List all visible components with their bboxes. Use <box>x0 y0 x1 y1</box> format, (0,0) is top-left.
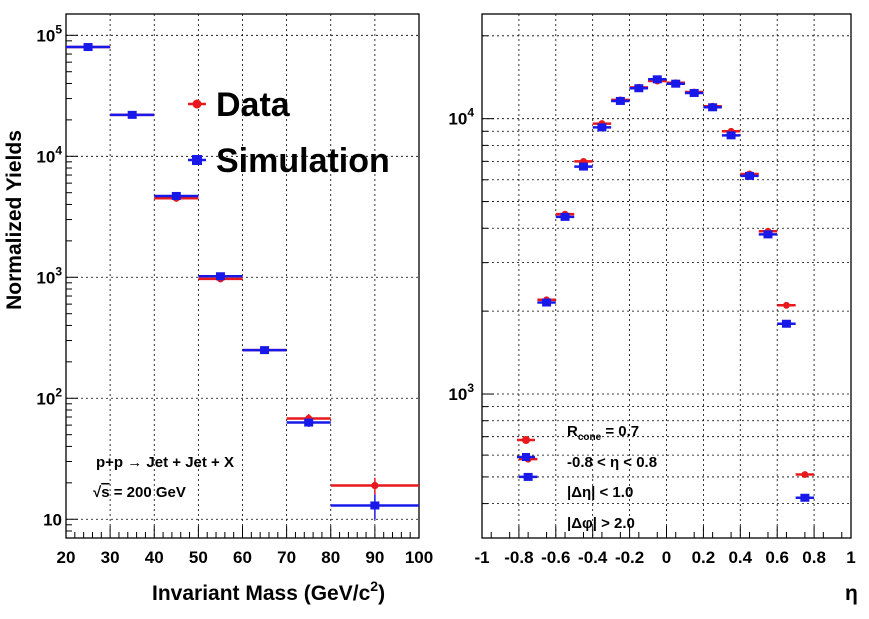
energy-annotation: √s = 200 GeV <box>93 484 186 501</box>
right-x-tick-label: 0 <box>662 548 671 567</box>
rcone-sub: cone <box>578 432 602 443</box>
sim-point <box>171 191 181 200</box>
right-grid <box>482 14 851 538</box>
eta-sim-point <box>597 123 607 132</box>
eta-sim-point <box>763 230 773 239</box>
left-panel: 20 30 40 50 60 70 80 90 100 10 102 103 104 105 Data S… <box>3 13 433 605</box>
eta-sim-point <box>542 298 552 307</box>
sim-point <box>370 501 380 510</box>
legend-item-data: Data <box>188 86 291 124</box>
left-marks <box>66 43 419 520</box>
right-x-tick-label: -0.6 <box>541 548 570 567</box>
right-x-tick-label: 0.4 <box>728 548 752 567</box>
legend-sim-marker <box>192 155 202 165</box>
eta-sim-point <box>634 84 644 93</box>
right-x-axis-title: η <box>845 582 858 605</box>
left-ticks <box>65 34 420 538</box>
left-y-tick-label: 104 <box>36 143 62 166</box>
deta-cut-annotation: |Δη| < 1.0 <box>567 484 633 501</box>
left-y-tick-label: 102 <box>36 385 62 408</box>
left-x-tick-label: 80 <box>321 548 340 567</box>
eta-sim-point <box>615 96 625 105</box>
dphi-cut-annotation: |Δφ| > 2.0 <box>567 515 635 532</box>
right-x-tick-label: -0.2 <box>615 548 644 567</box>
right-marks <box>518 75 815 502</box>
right-y-tick-label: 103 <box>448 381 474 404</box>
eta-sim-point <box>708 103 718 112</box>
right-legend <box>517 436 535 461</box>
eta-data-point <box>801 471 809 478</box>
sim-point <box>215 272 225 281</box>
sim-point <box>83 43 93 52</box>
eta-sim-point <box>689 88 699 97</box>
legend-data-label: Data <box>216 86 291 124</box>
left-y-tick-label: 10 <box>43 510 62 529</box>
right-ticks <box>481 35 852 538</box>
legend-sim-label: Simulation <box>216 142 390 180</box>
energy-sqrt: √ <box>93 484 102 501</box>
left-tick-labels: 20 30 40 50 60 70 80 90 100 10 102 103 104 105 <box>36 22 433 567</box>
left-x-tick-label: 90 <box>365 548 384 567</box>
right-tick-labels: -1 -0.8 -0.6 -0.4 -0.2 0 0.2 0.4 0.6 0.8 1 103 104 <box>448 106 855 567</box>
right-x-tick-label: 0.8 <box>802 548 826 567</box>
right-y-tick-label: 104 <box>448 106 474 129</box>
sim-point <box>127 110 137 119</box>
energy-value: = 200 GeV <box>110 484 186 501</box>
rcone-value: = 0.7 <box>601 423 639 440</box>
sim-point <box>304 418 314 427</box>
legend-item-simulation: Simulation <box>188 142 390 180</box>
left-x-tick-label: 70 <box>277 548 296 567</box>
eta-sim-point <box>578 162 588 171</box>
eta-sim-point <box>781 319 791 328</box>
left-x-title-sup: 2 <box>370 578 378 594</box>
eta-sim-point <box>523 472 533 481</box>
rcone-annotation: Rcone = 0.7 <box>567 423 639 443</box>
eta-data-point <box>783 301 790 309</box>
energy-s: s <box>101 484 109 501</box>
left-y-tick-label: 105 <box>36 22 62 45</box>
eta-sim-point <box>652 75 662 84</box>
right-x-tick-label: 0.2 <box>692 548 716 567</box>
process-annotation: p+p → Jet + Jet + X <box>96 454 234 471</box>
sim-point <box>260 346 270 355</box>
data-point <box>371 481 379 490</box>
left-x-axis-title: Invariant Mass (GeV/c2) <box>152 578 385 605</box>
left-x-tick-label: 40 <box>145 548 164 567</box>
eta-sim-point <box>560 212 570 221</box>
left-x-tick-label: 60 <box>233 548 252 567</box>
right-legend-blue-marker <box>522 453 530 461</box>
eta-sim-point <box>671 79 681 88</box>
left-x-title-main: Invariant Mass (GeV/c <box>152 582 371 605</box>
left-x-tick-label: 100 <box>405 548 433 567</box>
eta-sim-point <box>800 493 810 502</box>
left-x-title-close: ) <box>378 582 385 605</box>
left-y-axis-title: Normalized Yields <box>3 130 26 310</box>
right-panel: -1 -0.8 -0.6 -0.4 -0.2 0 0.2 0.4 0.6 0.8 1 103 104 R… <box>448 13 858 605</box>
left-x-tick-label: 20 <box>57 548 76 567</box>
left-y-tick-label: 103 <box>36 264 62 287</box>
rcone-r: R <box>567 423 578 440</box>
eta-cut-annotation: -0.8 < η < 0.8 <box>567 454 657 471</box>
right-legend-red-marker <box>522 436 530 444</box>
legend: Data Simulation <box>188 86 390 180</box>
right-x-tick-label: -0.8 <box>504 548 533 567</box>
left-x-tick-label: 30 <box>101 548 120 567</box>
left-x-tick-label: 50 <box>189 548 208 567</box>
right-x-tick-label: 1 <box>846 548 855 567</box>
right-x-tick-label: -1 <box>474 548 489 567</box>
eta-sim-point <box>745 171 755 180</box>
right-x-tick-label: -0.4 <box>578 548 608 567</box>
eta-sim-point <box>726 131 736 140</box>
legend-data-marker <box>192 99 202 109</box>
right-x-tick-label: 0.6 <box>765 548 789 567</box>
